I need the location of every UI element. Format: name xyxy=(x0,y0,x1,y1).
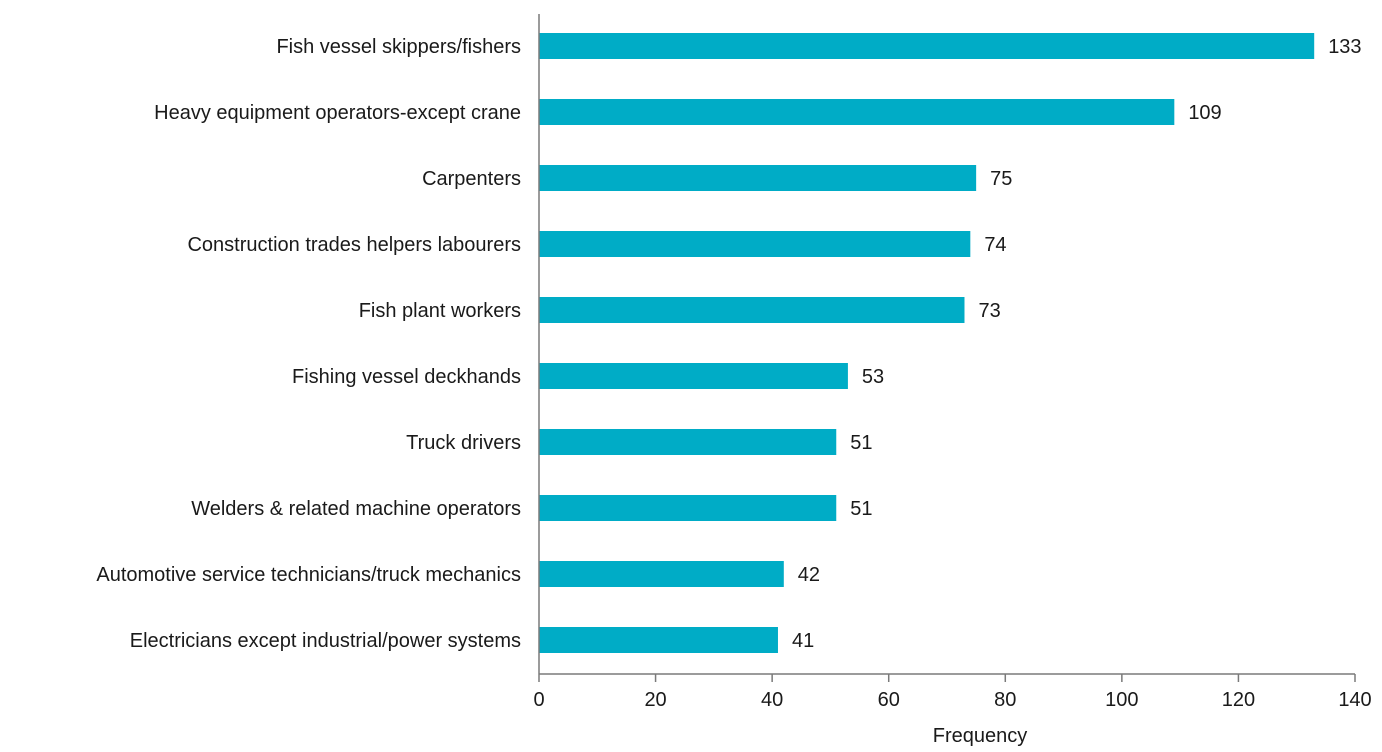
axes-layer xyxy=(538,14,1356,682)
x-tick-label: 140 xyxy=(1338,689,1371,711)
data-label: 133 xyxy=(1328,36,1361,58)
x-tick-label: 80 xyxy=(994,689,1016,711)
category-label: Carpenters xyxy=(422,168,521,190)
data-label: 109 xyxy=(1188,102,1221,124)
x-tick-label: 60 xyxy=(878,689,900,711)
category-label: Construction trades helpers labourers xyxy=(187,234,521,256)
bar xyxy=(539,495,837,521)
bar xyxy=(539,165,977,191)
category-label: Heavy equipment operators-except crane xyxy=(154,102,521,124)
bar xyxy=(539,363,848,389)
category-label: Automotive service technicians/truck mec… xyxy=(96,564,521,586)
data-label: 51 xyxy=(850,498,872,520)
category-label: Fish plant workers xyxy=(359,300,521,322)
x-tick-label: 120 xyxy=(1222,689,1255,711)
bars-layer xyxy=(539,33,1315,653)
bar xyxy=(539,561,784,587)
category-label: Electricians except industrial/power sys… xyxy=(130,630,521,652)
data-label: 41 xyxy=(792,630,814,652)
bar xyxy=(539,627,778,653)
data-label: 73 xyxy=(978,300,1000,322)
data-label: 51 xyxy=(850,432,872,454)
data-label: 53 xyxy=(862,366,884,388)
category-label: Truck drivers xyxy=(406,432,521,454)
x-tick-label: 100 xyxy=(1105,689,1138,711)
data-label: 74 xyxy=(984,234,1006,256)
bar xyxy=(539,231,971,257)
bar xyxy=(539,33,1315,59)
data-label: 75 xyxy=(990,168,1012,190)
bar xyxy=(539,99,1175,125)
bar xyxy=(539,297,965,323)
x-tick-label: 0 xyxy=(533,689,544,711)
labels-layer: Fish vessel skippers/fishers 133 Heavy equ… xyxy=(96,36,1371,711)
category-label: Fish vessel skippers/fishers xyxy=(276,36,521,58)
bar xyxy=(539,429,837,455)
category-label: Welders & related machine operators xyxy=(191,498,521,520)
x-tick-label: 20 xyxy=(644,689,666,711)
x-axis-title: Frequency xyxy=(933,725,1028,747)
x-tick-label: 40 xyxy=(761,689,783,711)
category-label: Fishing vessel deckhands xyxy=(292,366,521,388)
data-label: 42 xyxy=(798,564,820,586)
